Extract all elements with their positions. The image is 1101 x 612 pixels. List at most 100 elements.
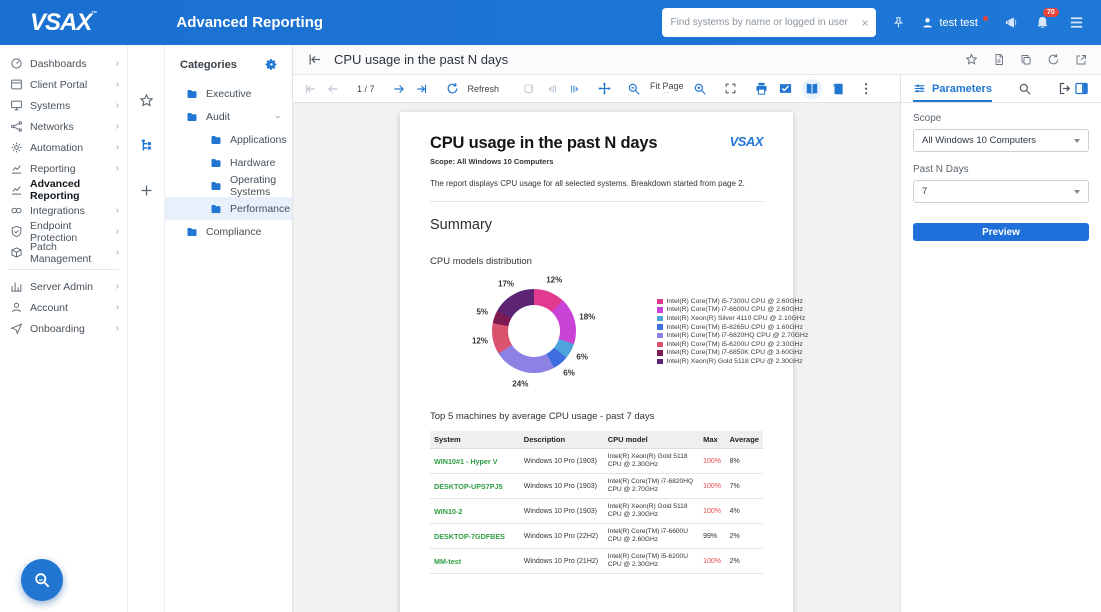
sidebar-item-automation[interactable]: Automation › — [0, 137, 127, 158]
category-hardware[interactable]: Hardware — [165, 151, 292, 174]
expand-right-panel-icon[interactable] — [568, 82, 582, 96]
vsax-logo[interactable]: VSAX ™ — [30, 9, 97, 37]
sidebar-item-integrations[interactable]: Integrations › — [0, 200, 127, 221]
cell-system[interactable]: MM-test — [430, 548, 520, 574]
cell-description: Windows 10 Pro (1903) — [519, 448, 604, 474]
category-audit[interactable]: Audit › — [165, 105, 292, 128]
refresh-label[interactable]: Refresh — [467, 83, 500, 94]
toggle-panel-icon[interactable] — [1074, 81, 1089, 96]
category-label: Operating Systems — [230, 173, 277, 198]
chevron-right-icon: › — [115, 323, 119, 334]
sidebar-item-networks[interactable]: Networks › — [0, 116, 127, 137]
continuous-scroll-icon[interactable] — [522, 82, 536, 96]
report-viewer[interactable]: CPU usage in the past N days VSAX Scope:… — [293, 103, 900, 612]
add-icon[interactable] — [139, 183, 154, 198]
document-map-icon[interactable] — [831, 82, 845, 96]
sidebar-item-endpoint-protection[interactable]: Endpoint Protection › — [0, 220, 127, 244]
app-title: Advanced Reporting — [176, 14, 324, 31]
category-performance[interactable]: Performance — [165, 197, 292, 220]
category-label: Audit — [206, 110, 230, 123]
donut-ring — [492, 289, 576, 373]
sidebar-item-label: Integrations — [30, 204, 85, 217]
zoom-out-icon[interactable] — [627, 82, 641, 96]
cell-average: 8% — [725, 448, 763, 474]
sidebar-item-server-admin[interactable]: Server Admin › — [0, 276, 127, 297]
past-n-days-select[interactable]: 7 — [913, 180, 1089, 203]
category-operating-systems[interactable]: Operating Systems — [165, 173, 292, 198]
cell-system[interactable]: WIN10-2 — [430, 498, 520, 524]
quick-search-fab[interactable] — [21, 559, 63, 601]
refresh-circle-icon[interactable] — [1047, 53, 1060, 66]
sidebar-item-account[interactable]: Account › — [0, 297, 127, 318]
categories-settings-gear-icon[interactable] — [265, 58, 278, 71]
zoom-in-icon[interactable] — [693, 82, 707, 96]
scope-select[interactable]: All Windows 10 Computers — [913, 129, 1089, 152]
legend-label: Intel(R) Core(TM) i5-6200U CPU @ 2.30GHz — [666, 340, 803, 348]
fullscreen-icon[interactable] — [724, 82, 737, 95]
open-external-icon[interactable] — [1075, 54, 1087, 66]
sidebar-item-client-portal[interactable]: Client Portal › — [0, 74, 127, 95]
past-n-days-label: Past N Days — [913, 164, 969, 175]
first-page-icon[interactable] — [303, 82, 317, 96]
export-icon[interactable] — [1058, 81, 1073, 96]
category-applications[interactable]: Applications — [165, 128, 292, 151]
preview-button[interactable]: Preview — [913, 223, 1089, 241]
zoom-mode-select[interactable]: Fit Page ... — [650, 80, 684, 95]
refresh-icon[interactable] — [446, 82, 459, 95]
sidebar-item-systems[interactable]: Systems › — [0, 95, 127, 116]
sidebar-divider — [8, 269, 119, 270]
category-executive[interactable]: Executive — [165, 82, 292, 105]
hamburger-icon[interactable] — [1068, 14, 1085, 31]
previous-page-icon[interactable] — [326, 82, 340, 96]
client-portal-icon — [10, 78, 23, 91]
chevron-right-icon: › — [115, 302, 119, 313]
endpoint-protection-icon — [10, 225, 23, 238]
search-in-report-icon[interactable] — [1018, 82, 1032, 96]
last-page-icon[interactable] — [415, 82, 429, 96]
megaphone-icon[interactable] — [1004, 15, 1019, 30]
sidebar-item-onboarding[interactable]: Onboarding › — [0, 318, 127, 339]
favorite-star-icon[interactable] — [965, 53, 978, 66]
annotate-icon[interactable] — [778, 81, 793, 96]
export-document-icon[interactable] — [993, 53, 1005, 66]
table-heading: Top 5 machines by average CPU usage - pa… — [430, 411, 655, 422]
global-search[interactable]: × — [662, 8, 877, 37]
sidebar-item-patch-management[interactable]: Patch Management › — [0, 241, 127, 265]
global-search-input[interactable] — [670, 17, 862, 28]
column-header-system: System — [430, 431, 520, 449]
print-icon[interactable] — [754, 81, 769, 96]
folder-icon — [210, 180, 222, 192]
sidebar-item-reporting[interactable]: Reporting › — [0, 158, 127, 179]
report-description: The report displays CPU usage for all se… — [430, 179, 745, 188]
more-options-icon[interactable]: ⋮ — [859, 80, 873, 96]
sidebar-item-advanced-reporting[interactable]: Advanced Reporting — [0, 178, 127, 202]
user-menu[interactable]: test test — [921, 16, 988, 29]
legend-swatch — [657, 307, 663, 313]
notification-badge: 70 — [1043, 8, 1059, 17]
legend-swatch — [657, 315, 663, 322]
folder-icon — [210, 157, 222, 169]
search-clear-icon[interactable]: × — [861, 15, 869, 30]
back-icon[interactable] — [307, 52, 322, 67]
chevron-right-icon: › — [115, 100, 119, 111]
favorites-rail — [128, 45, 165, 612]
favorites-star-icon[interactable] — [139, 93, 154, 108]
pan-tool-icon[interactable] — [597, 81, 612, 96]
automation-icon — [10, 141, 23, 154]
legend-swatch — [657, 298, 663, 305]
tree-view-icon[interactable] — [139, 138, 154, 153]
next-page-icon[interactable] — [392, 82, 406, 96]
bell-icon[interactable]: 70 — [1035, 8, 1059, 30]
patch-management-icon — [10, 246, 23, 259]
cell-system[interactable]: WIN10#1 - Hyper V — [430, 448, 520, 474]
cell-system[interactable]: DESKTOP-7GDFBES — [430, 523, 520, 549]
category-compliance[interactable]: Compliance — [165, 220, 292, 243]
pin-icon[interactable] — [892, 16, 905, 29]
sidebar-item-dashboards[interactable]: Dashboards › — [0, 53, 127, 74]
cell-cpu-model: Intel(R) Xeon(R) Gold 5118 CPU @ 2.30GHz — [603, 448, 700, 474]
tab-parameters[interactable]: Parameters — [913, 75, 992, 102]
collapse-left-panel-icon[interactable] — [545, 82, 559, 96]
cell-system[interactable]: DESKTOP-UPS7PJ5 — [430, 473, 520, 499]
reading-view-icon[interactable] — [801, 78, 822, 99]
copy-icon[interactable] — [1020, 53, 1032, 66]
